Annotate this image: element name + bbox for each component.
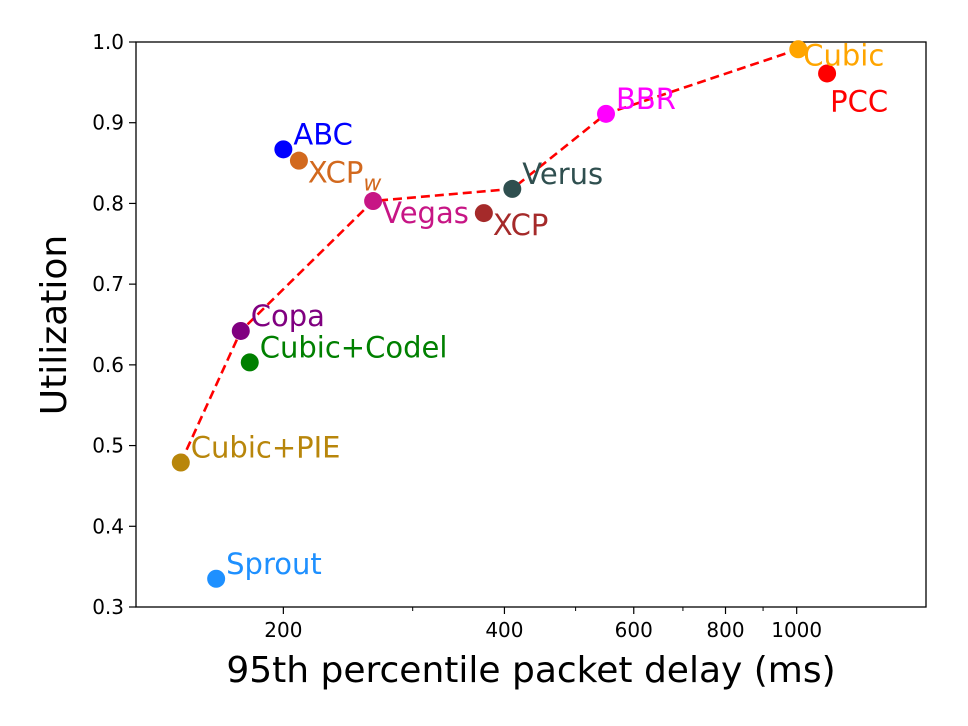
point-abc [274,140,293,159]
point-pcc [818,64,837,83]
point-verus [503,179,522,198]
frontier-line [179,48,799,464]
y-tick-label: 0.8 [92,191,124,215]
label-cubic: Cubic [803,38,884,72]
x-tick-label: 600 [615,618,653,642]
label-text: Verus [522,157,603,191]
y-tick-label: 1.0 [92,30,124,54]
label-abc: ABC [293,117,352,151]
x-tick-label: 200 [264,618,302,642]
y-tick-label: 0.5 [92,434,124,458]
label-text: Sprout [226,547,322,581]
label-cubic-codel: Cubic+Codel [260,330,448,364]
x-tick-label: 800 [706,618,744,642]
point-xcp-w [289,151,308,170]
y-tick-label: 0.4 [92,514,124,538]
label-vegas: Vegas [382,196,469,230]
label-text: Cubic+Codel [260,330,448,364]
point-bbr [597,104,616,123]
label-text: Cubic+PIE [191,431,341,465]
label-bbr: BBR [616,82,676,116]
label-text: PCC [830,84,888,118]
label-xcp-w: XCPw [308,156,383,197]
label-pcc: PCC [830,84,888,118]
label-text: XCP [493,208,549,242]
label-sprout: Sprout [226,547,322,581]
label-text: BBR [616,82,676,116]
label-text: ABC [293,117,352,151]
label-text: Vegas [382,196,469,230]
plot-area [135,41,927,608]
label-text: Copa [251,299,325,333]
point-xcp [474,204,493,223]
y-tick-label: 0.7 [92,272,124,296]
point-cubic-codel [240,353,259,372]
label-verus: Verus [522,157,603,191]
label-text: XCP [308,156,364,190]
x-tick-label: 1000 [771,618,822,642]
y-tick-label: 0.3 [92,595,124,619]
label-xcp: XCP [493,208,549,242]
y-tick-label: 0.6 [92,353,124,377]
x-tick-label: 400 [485,618,523,642]
label-cubic-pie: Cubic+PIE [191,431,341,465]
point-vegas [364,192,383,211]
y-axis-label: Utilization [34,235,75,415]
point-cubic [789,40,808,59]
label-text: Cubic [803,38,884,72]
y-tick-label: 0.9 [92,111,124,135]
label-subscript: w [363,172,382,197]
label-copa: Copa [251,299,325,333]
point-copa [231,321,250,340]
x-axis-label: 95th percentile packet delay (ms) [226,650,835,691]
point-sprout [207,569,226,588]
point-cubic-pie [171,453,190,472]
